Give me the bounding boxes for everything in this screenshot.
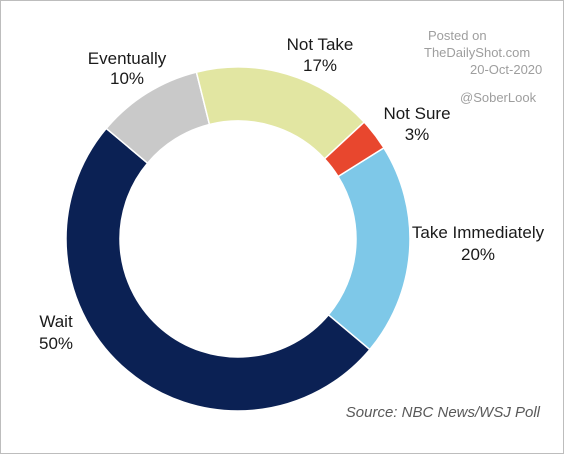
source-note: Source: NBC News/WSJ Poll	[346, 404, 541, 421]
donut-slices	[65, 66, 411, 412]
label-not-sure: Not Sure	[383, 104, 450, 123]
watermark-site: TheDailyShot.com	[424, 45, 530, 60]
label-eventually: Eventually	[88, 49, 167, 68]
label-not-take: Not Take	[287, 35, 354, 54]
value-not-sure: 3%	[405, 125, 430, 144]
value-take-immediately: 20%	[461, 245, 495, 264]
slice-take-immediately	[327, 146, 411, 351]
slice-not-sure	[323, 121, 385, 178]
value-not-take: 17%	[303, 56, 337, 75]
watermark-date: 20-Oct-2020	[470, 62, 542, 77]
value-wait: 50%	[39, 334, 73, 353]
watermark-handle: @SoberLook	[460, 90, 537, 105]
label-wait: Wait	[39, 312, 73, 331]
value-eventually: 10%	[110, 69, 144, 88]
label-take-immediately: Take Immediately	[412, 223, 545, 242]
watermark-posted-on: Posted on	[428, 28, 487, 43]
slice-wait	[65, 127, 371, 412]
